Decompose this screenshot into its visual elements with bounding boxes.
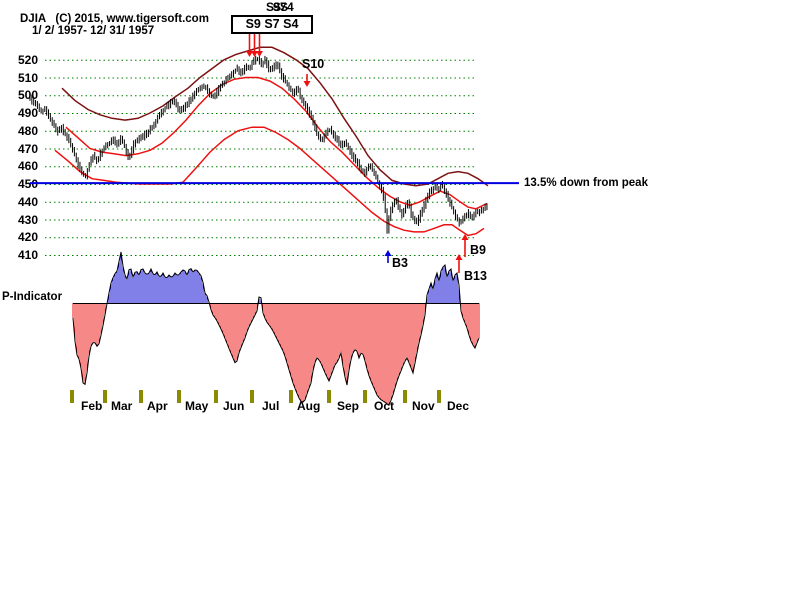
y-axis-label: 480	[17, 123, 38, 138]
y-axis-label: 510	[17, 70, 38, 85]
month-label: Feb	[81, 399, 103, 413]
month-label: Mar	[111, 399, 133, 413]
month-label: Nov	[412, 399, 435, 413]
month-label: Jul	[262, 399, 280, 413]
upper-band	[61, 46, 489, 187]
lower-band	[54, 126, 485, 237]
trading-bands	[54, 46, 489, 237]
gridlines	[45, 59, 477, 256]
y-axis-label: 410	[17, 248, 38, 262]
y-axis-label: 470	[17, 141, 38, 156]
month-label: Sep	[337, 399, 360, 413]
y-axis-label: 430	[17, 212, 38, 227]
signal-arrows	[246, 34, 469, 273]
p-indicator-histogram	[72, 252, 480, 405]
y-axis-label: 420	[17, 230, 38, 245]
month-label: Dec	[447, 399, 470, 413]
month-ticks	[70, 390, 441, 403]
month-label: May	[185, 399, 209, 413]
y-axis-label: 490	[17, 106, 38, 120]
y-axis-label: 520	[17, 52, 38, 67]
y-axis-label: 500	[17, 88, 38, 103]
month-label: Apr	[147, 399, 168, 413]
y-axis-label: 440	[17, 194, 38, 209]
price-bars	[29, 55, 488, 234]
y-axis-label: 460	[17, 159, 38, 174]
middle-band	[65, 76, 488, 210]
y-axis-label: 450	[17, 177, 38, 191]
month-label: Aug	[297, 399, 321, 413]
indicator-envelope	[72, 251, 480, 406]
month-label: Jun	[223, 399, 245, 413]
